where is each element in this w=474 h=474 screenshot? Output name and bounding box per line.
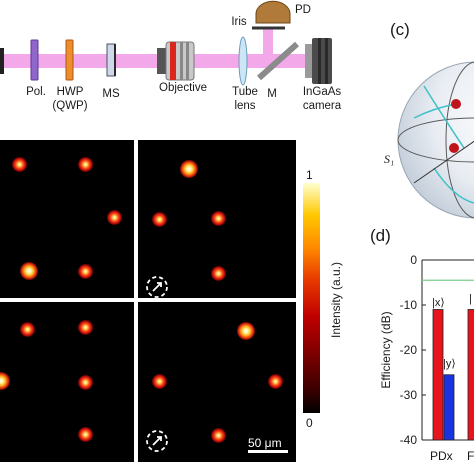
image-tile-top-left bbox=[0, 140, 134, 298]
label-iris: Iris bbox=[231, 16, 247, 28]
x-label-pdx: PDx bbox=[430, 449, 453, 463]
waveplate-icon bbox=[65, 39, 74, 81]
rotation-icon bbox=[146, 430, 168, 452]
scale-bar-label: 50 μm bbox=[248, 436, 282, 450]
intensity-colorbar bbox=[303, 183, 320, 413]
label-objective: Objective bbox=[159, 82, 207, 94]
label-camera: camera bbox=[302, 100, 342, 112]
label-pd: PD bbox=[295, 4, 311, 16]
bar-label-partial: | bbox=[469, 293, 472, 305]
panel-c-letter: (c) bbox=[390, 20, 410, 39]
poincare-sphere bbox=[397, 61, 474, 219]
y-tick-label: 0 bbox=[410, 253, 417, 267]
image-tile-bottom-left bbox=[0, 302, 134, 462]
y-tick-label: -20 bbox=[400, 343, 418, 357]
camera-icon bbox=[305, 38, 332, 84]
image-tile-bottom-right: 50 μm bbox=[138, 302, 296, 462]
source-edge bbox=[0, 48, 4, 74]
label-pol: Pol. bbox=[26, 86, 46, 98]
bar-label-y: |y⟩ bbox=[443, 358, 456, 370]
label-ingaas: InGaAs bbox=[302, 86, 342, 98]
polarizer-icon bbox=[30, 39, 39, 81]
colorbar-min-label: 0 bbox=[306, 416, 313, 430]
y-tick-label: -10 bbox=[400, 298, 418, 312]
label-ms: MS bbox=[102, 88, 120, 100]
axis-s1-label: S₁ bbox=[384, 152, 395, 166]
photodiode-icon bbox=[255, 0, 291, 24]
label-hwp: HWP bbox=[56, 86, 84, 98]
y-axis-title: Efficiency (dB) bbox=[379, 311, 393, 389]
bar bbox=[432, 309, 444, 441]
bar bbox=[443, 374, 455, 441]
objective-icon bbox=[157, 41, 195, 81]
mirror-icon bbox=[256, 41, 300, 81]
laser-beam bbox=[0, 54, 310, 68]
label-lens: lens bbox=[234, 100, 256, 112]
bar-label-x: |x⟩ bbox=[432, 297, 445, 309]
metasurface-icon bbox=[106, 43, 116, 77]
label-m: M bbox=[267, 88, 277, 100]
rotation-icon bbox=[146, 276, 168, 298]
scale-bar bbox=[248, 450, 288, 453]
x-label-f: F bbox=[467, 449, 474, 463]
laser-beam-up bbox=[263, 28, 273, 56]
optical-setup: Pol. HWP (QWP) MS Objective Tube lens Ir… bbox=[0, 0, 474, 140]
panel-d-letter: (d) bbox=[370, 226, 391, 245]
image-tile-top-right bbox=[138, 140, 296, 298]
setup-diagram bbox=[0, 0, 332, 86]
bar bbox=[467, 309, 474, 441]
colorbar-title: Intensity (a.u.) bbox=[329, 261, 343, 339]
state-point-icon bbox=[451, 99, 461, 109]
label-qwp: (QWP) bbox=[52, 100, 88, 112]
state-point-icon bbox=[449, 143, 459, 153]
label-tube: Tube bbox=[232, 86, 258, 98]
y-tick-label: -40 bbox=[400, 433, 418, 447]
y-tick-label: -30 bbox=[400, 388, 418, 402]
tube-lens-icon bbox=[238, 36, 248, 86]
colorbar-max-label: 1 bbox=[306, 168, 313, 182]
